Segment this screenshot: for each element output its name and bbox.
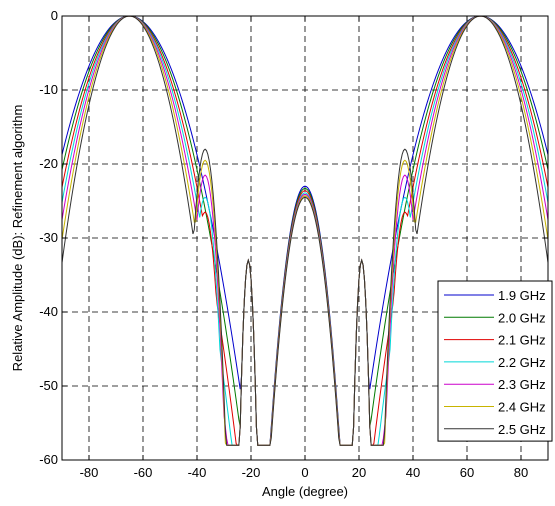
x-tick-label: -40 — [188, 465, 207, 480]
y-tick-label: -30 — [39, 230, 58, 245]
x-axis-label: Angle (degree) — [262, 484, 348, 499]
series-line-5 — [61, 15, 549, 446]
series-lines — [61, 15, 549, 446]
y-tick-label: -60 — [39, 452, 58, 467]
x-tick-label: -20 — [242, 465, 261, 480]
legend-box — [437, 280, 553, 442]
legend-label: 1.9 GHz — [498, 288, 546, 303]
series-line-1 — [61, 15, 549, 446]
x-tick-label: 40 — [406, 465, 420, 480]
legend-label: 2.4 GHz — [498, 400, 546, 415]
legend: 1.9 GHz 2.0 GHz 2.1 GHz 2.2 GHz 2.3 GHz 2.4 G… — [437, 280, 553, 442]
legend-label: 2.1 GHz — [498, 333, 546, 348]
legend-label: 2.5 GHz — [498, 422, 546, 437]
x-tick-label: -60 — [134, 465, 153, 480]
y-tick-label: -40 — [39, 304, 58, 319]
legend-label: 2.2 GHz — [498, 355, 546, 370]
axis-ticks: -80 -60 -40 -20 0 20 40 60 80 0 -10 -20 -30 -40 -50 -60 — [39, 8, 548, 480]
y-tick-label: 0 — [51, 8, 58, 23]
y-tick-label: -20 — [39, 156, 58, 171]
legend-label: 2.3 GHz — [498, 377, 546, 392]
series-line-6 — [61, 15, 549, 446]
x-tick-label: 0 — [301, 465, 308, 480]
x-tick-label: 20 — [352, 465, 366, 480]
x-tick-label: 60 — [460, 465, 474, 480]
x-tick-label: 80 — [514, 465, 528, 480]
y-tick-label: -50 — [39, 378, 58, 393]
y-tick-label: -10 — [39, 82, 58, 97]
legend-label: 2.0 GHz — [498, 310, 546, 325]
y-axis-label: Relative Amplitude (dB): Refinement algo… — [10, 105, 25, 372]
x-tick-label: -80 — [80, 465, 99, 480]
